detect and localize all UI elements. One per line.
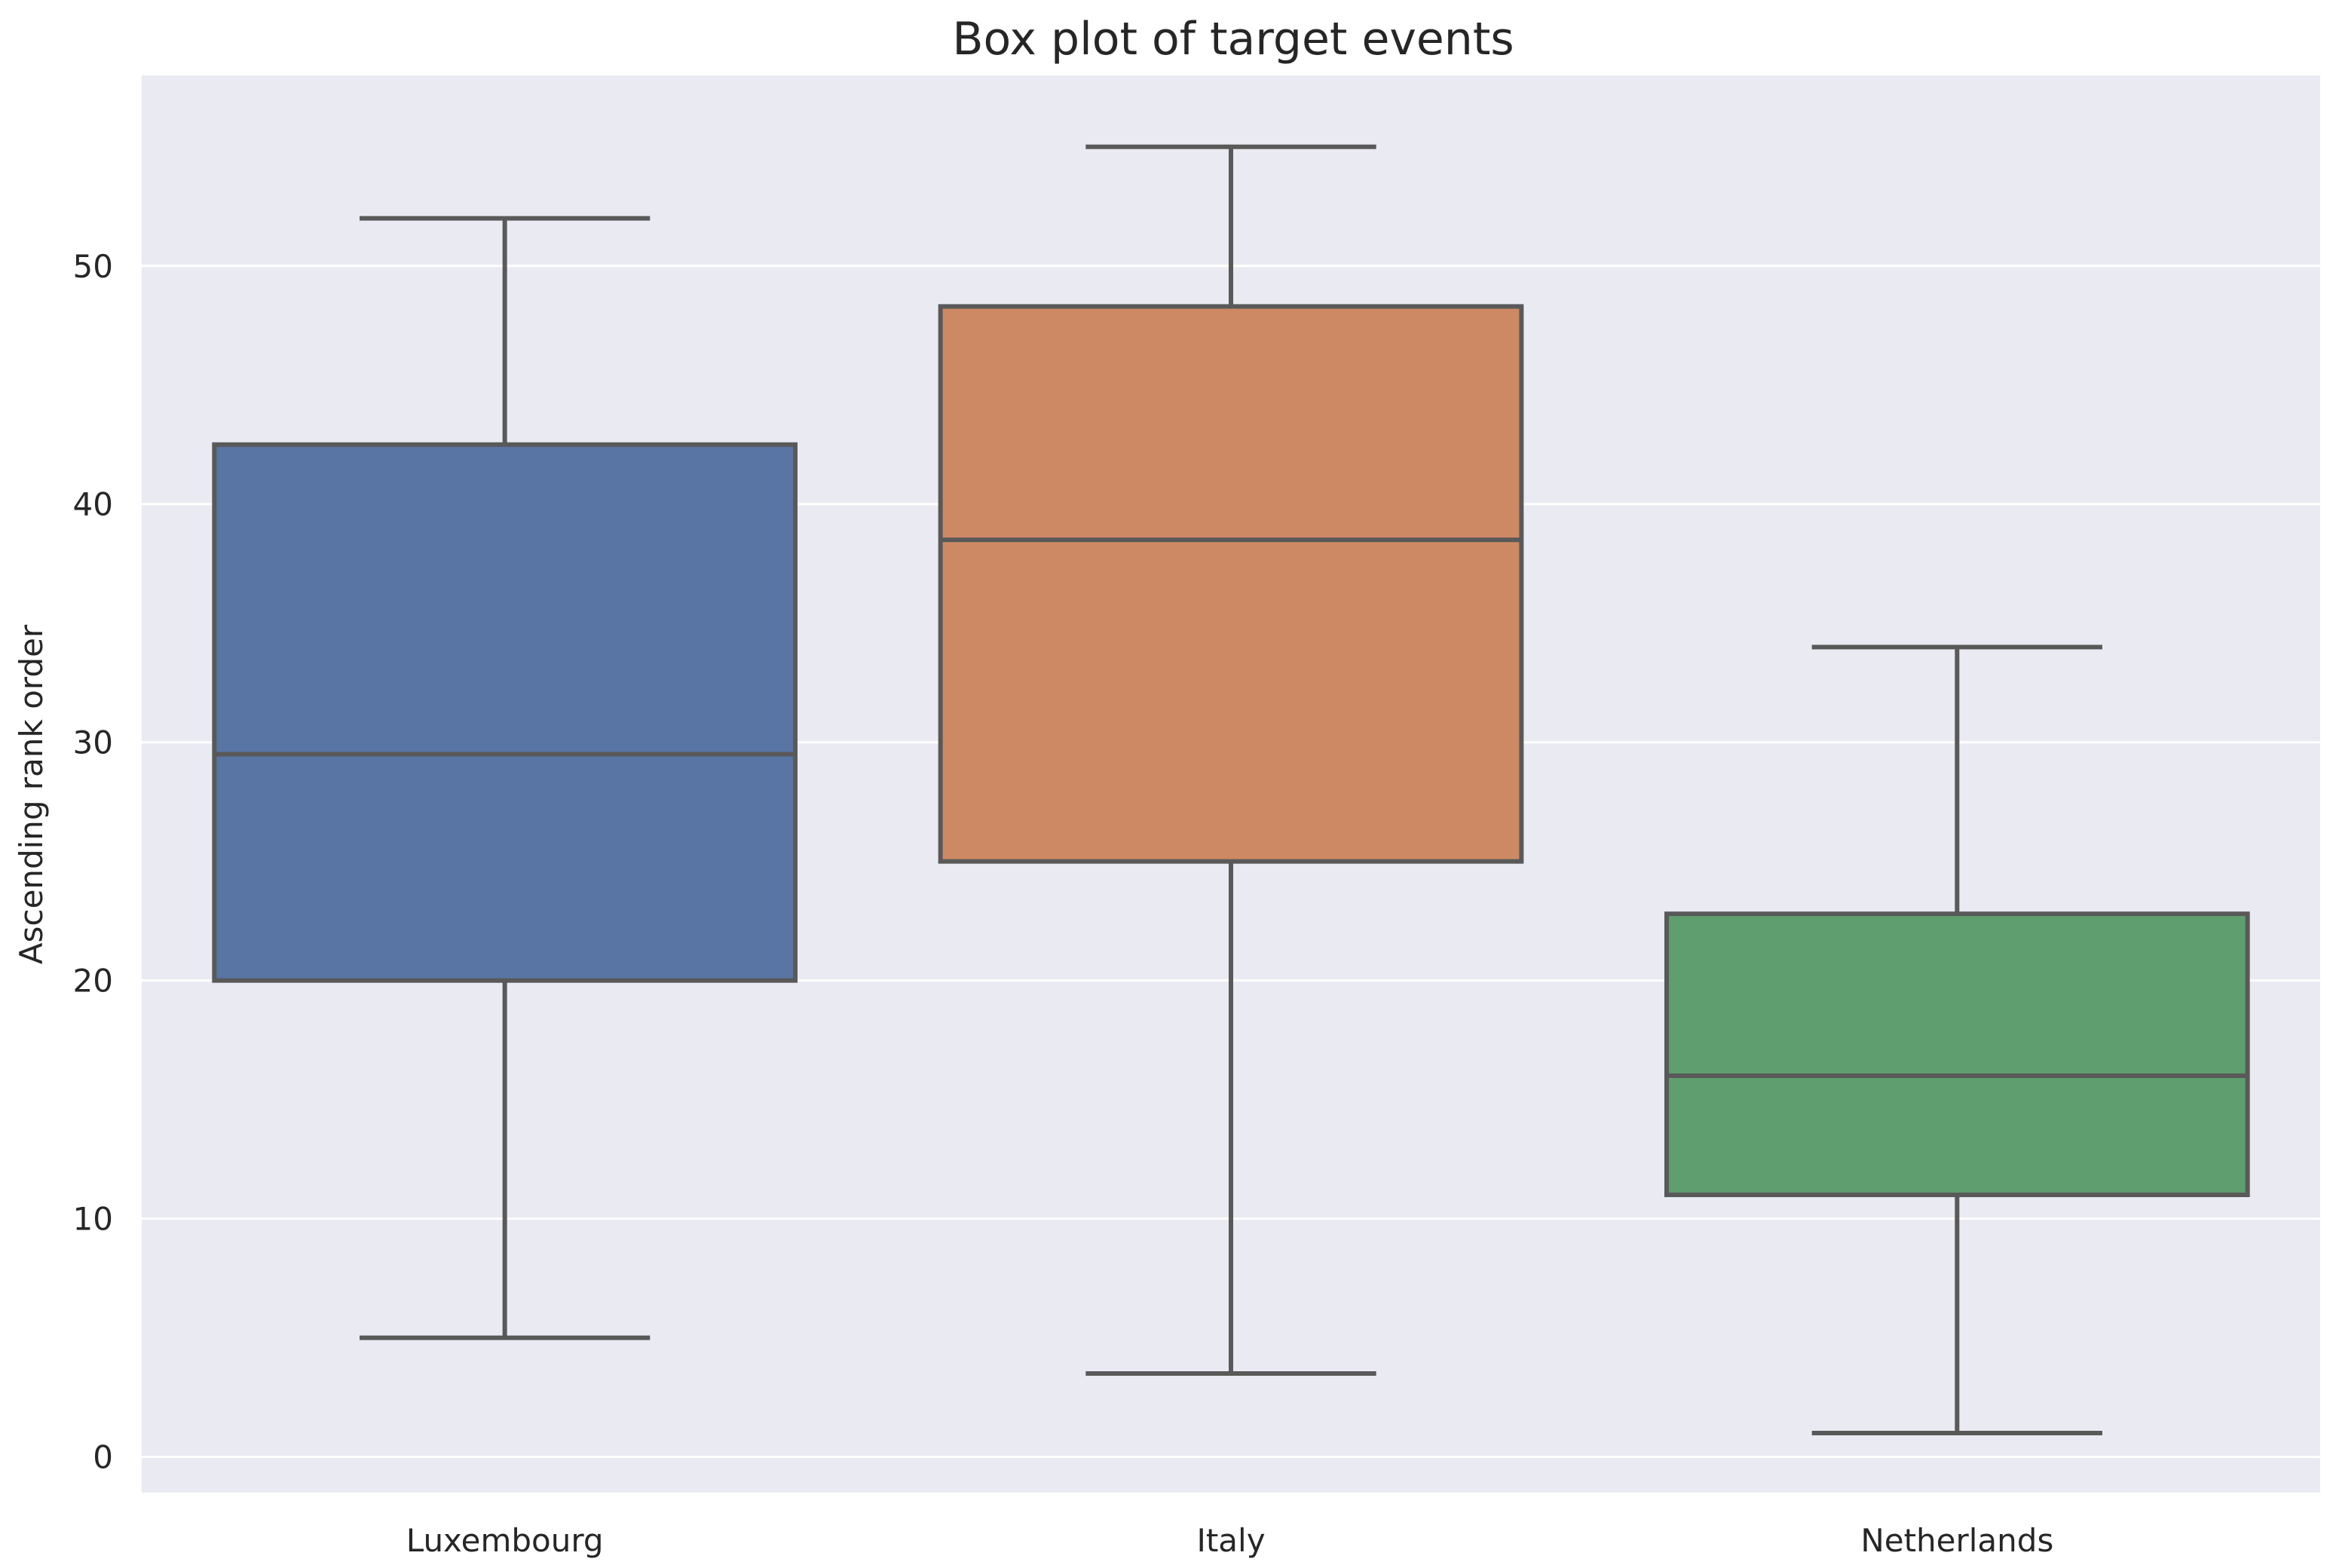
box-group	[212, 216, 798, 1340]
y-tick-label: 50	[73, 248, 113, 285]
x-tick-label: Netherlands	[1860, 1522, 2053, 1559]
y-tick-label: 30	[73, 724, 113, 761]
box-iqr	[212, 442, 798, 983]
y-tick-label: 0	[93, 1439, 113, 1476]
box-group	[1664, 645, 2250, 1436]
box-iqr	[938, 304, 1524, 864]
box-iqr	[1664, 911, 2250, 1198]
y-tick-label: 10	[73, 1201, 113, 1238]
boxes	[212, 144, 2250, 1436]
y-tick-label: 40	[73, 486, 113, 523]
chart-title: Box plot of target events	[952, 13, 1514, 66]
x-tick-label: Italy	[1196, 1522, 1265, 1559]
box-group	[938, 144, 1524, 1377]
y-axis-label: Ascending rank order	[13, 624, 50, 964]
x-axis-ticks: Luxembourg Italy Netherlands	[406, 1522, 2054, 1559]
x-tick-label: Luxembourg	[406, 1522, 604, 1559]
y-axis-ticks: 0 10 20 30 40 50	[73, 248, 113, 1476]
y-tick-label: 20	[73, 963, 113, 1000]
